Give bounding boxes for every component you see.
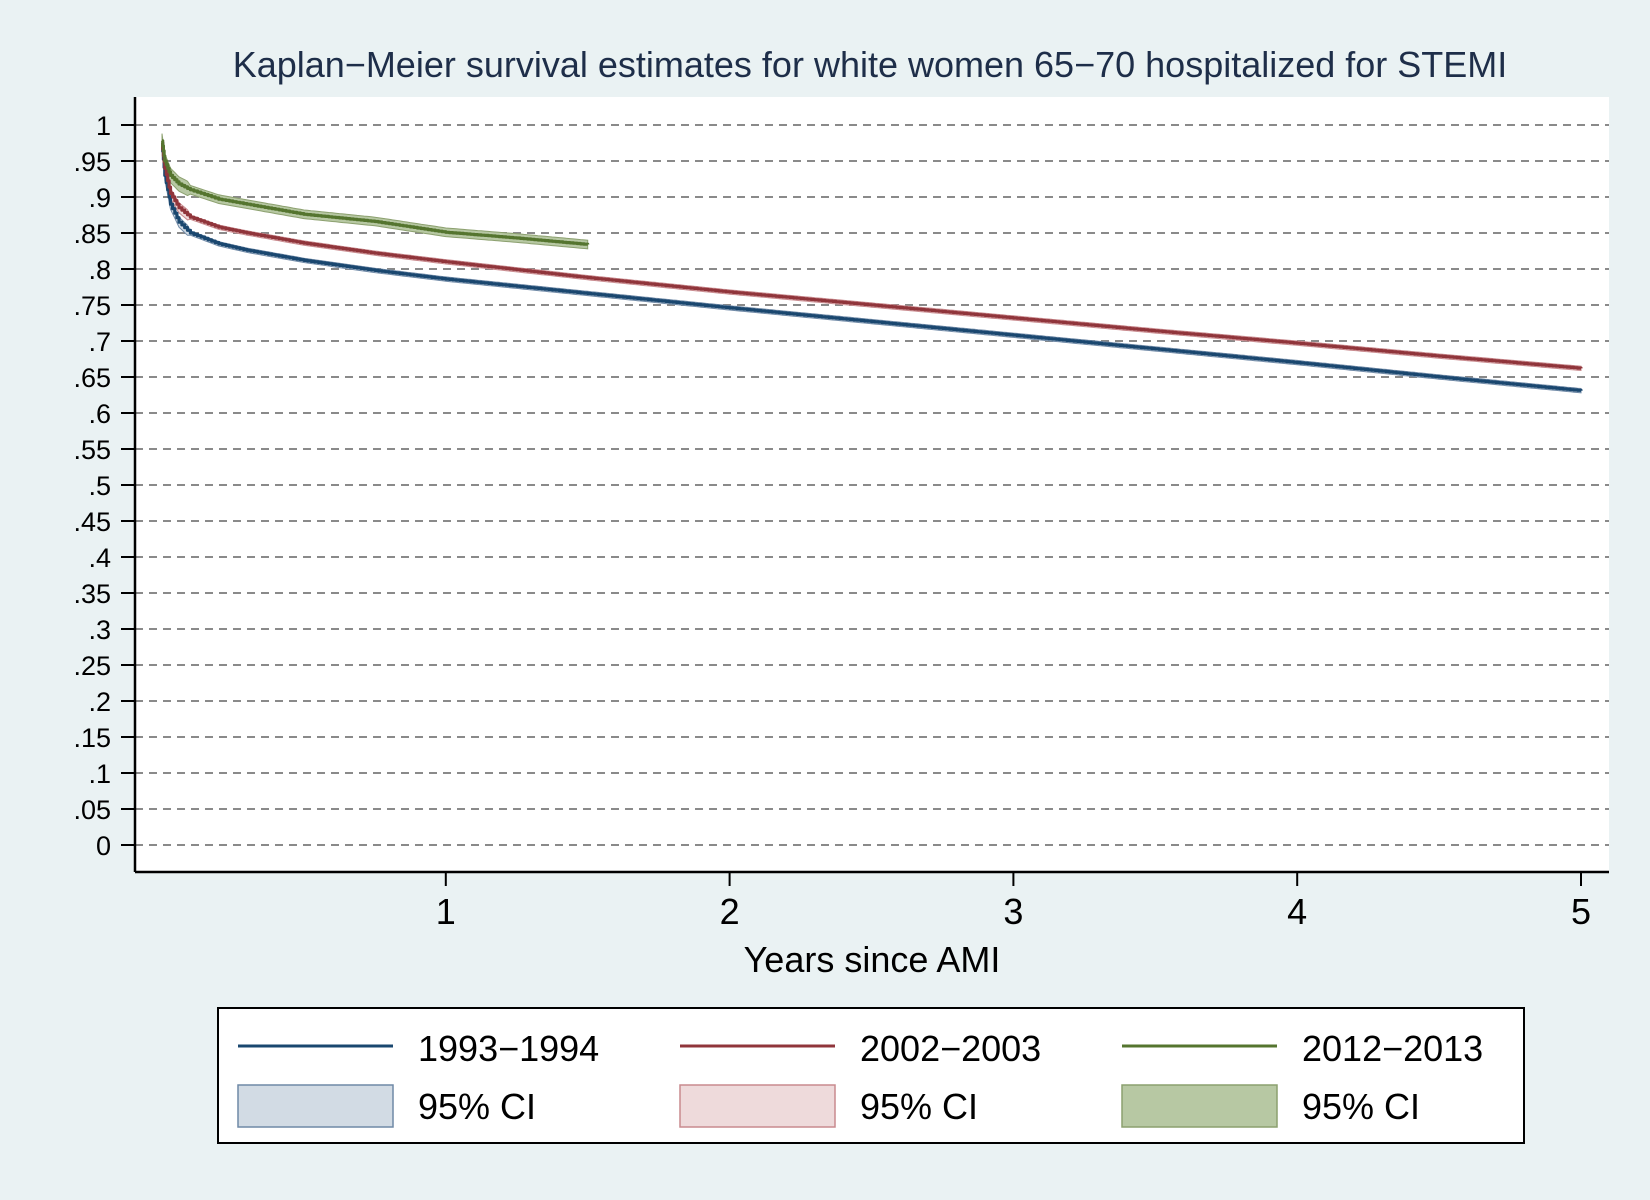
y-tick-label: .45 <box>73 507 111 537</box>
y-tick-label: .5 <box>88 471 111 501</box>
survival-line-0 <box>161 141 1583 392</box>
y-tick-label: .65 <box>73 363 111 393</box>
y-tick-label: 1 <box>96 111 111 141</box>
y-tick-label: .15 <box>73 723 111 753</box>
legend-label-1: 2002−2003 <box>860 1028 1041 1069</box>
legend-ci-label-1: 95% CI <box>860 1086 978 1127</box>
y-tick-label: .1 <box>88 759 111 789</box>
y-tick-label: .75 <box>73 291 111 321</box>
survival-line-2 <box>161 139 590 246</box>
y-tick-label: 0 <box>96 831 111 861</box>
legend-ci-label-0: 95% CI <box>418 1086 536 1127</box>
survival-curves <box>161 139 1583 392</box>
y-tick-label: .25 <box>73 651 111 681</box>
x-tick-label: 5 <box>1571 891 1591 932</box>
legend-ci-swatch-2 <box>1121 1084 1278 1128</box>
x-tick-label: 2 <box>720 891 740 932</box>
legend-ci-label-2: 95% CI <box>1302 1086 1420 1127</box>
x-tick-label: 4 <box>1287 891 1307 932</box>
legend-ci-swatch-1 <box>679 1084 836 1128</box>
y-tick-label: .7 <box>88 327 111 357</box>
y-tick-label: .8 <box>88 255 111 285</box>
axes: 0 .05 .1 .15 .2 .25 .3 .35 .4 .45 .5 .55 .6 .65 .7 .75.… <box>73 97 1609 932</box>
y-tick-label: .9 <box>88 183 111 213</box>
ci-band-0 <box>161 137 1582 394</box>
y-tick-label: .2 <box>88 687 111 717</box>
legend: 1993−1994 95% CI 2002−2003 95% CI 2012−2013 9… <box>217 1007 1525 1144</box>
chart-title: Kaplan−Meier survival estimates for whit… <box>233 44 1508 85</box>
x-tick-label: 1 <box>436 891 456 932</box>
y-tick-label: .55 <box>73 435 111 465</box>
x-tick-label: 3 <box>1003 891 1023 932</box>
y-tick-label: .95 <box>73 147 111 177</box>
ci-band-2 <box>161 133 589 250</box>
y-tick-label: .4 <box>88 543 111 573</box>
x-axis-label: Years since AMI <box>744 939 1001 980</box>
survival-line-1 <box>161 141 1583 370</box>
legend-label-0: 1993−1994 <box>418 1028 599 1069</box>
y-tick-label: .3 <box>88 615 111 645</box>
legend-box <box>217 1007 1525 1144</box>
y-tick-label: .35 <box>73 579 111 609</box>
legend-ci-swatch-0 <box>237 1084 394 1128</box>
y-tick-label: .05 <box>73 795 111 825</box>
y-tick-label: .85 <box>73 219 111 249</box>
legend-label-2: 2012−2013 <box>1302 1028 1483 1069</box>
confidence-bands <box>161 133 1582 394</box>
ci-band-1 <box>161 137 1582 372</box>
y-tick-label: .6 <box>88 399 111 429</box>
